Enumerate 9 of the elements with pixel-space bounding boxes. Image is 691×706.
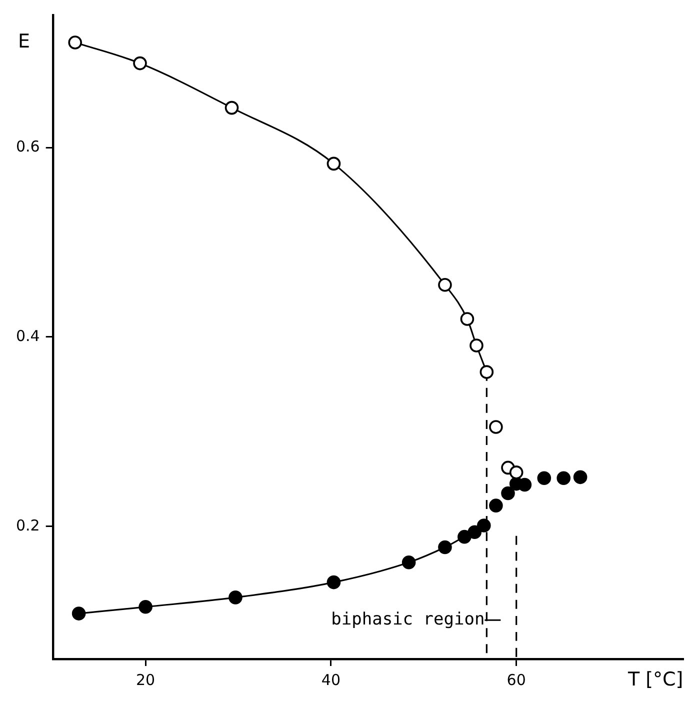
x-tick-label: 60 <box>506 670 526 689</box>
x-tick-label: 20 <box>136 670 156 689</box>
x-axis-title: T [°C] <box>626 668 684 690</box>
y-tick-label: 0.4 <box>16 326 40 345</box>
y-tick-label: 0.2 <box>16 516 40 534</box>
annotation: biphasic region <box>331 610 485 630</box>
y-axis-title: E <box>18 30 30 52</box>
x-tick-label: 40 <box>321 670 340 689</box>
y-tick-label: 0.6 <box>16 137 40 156</box>
